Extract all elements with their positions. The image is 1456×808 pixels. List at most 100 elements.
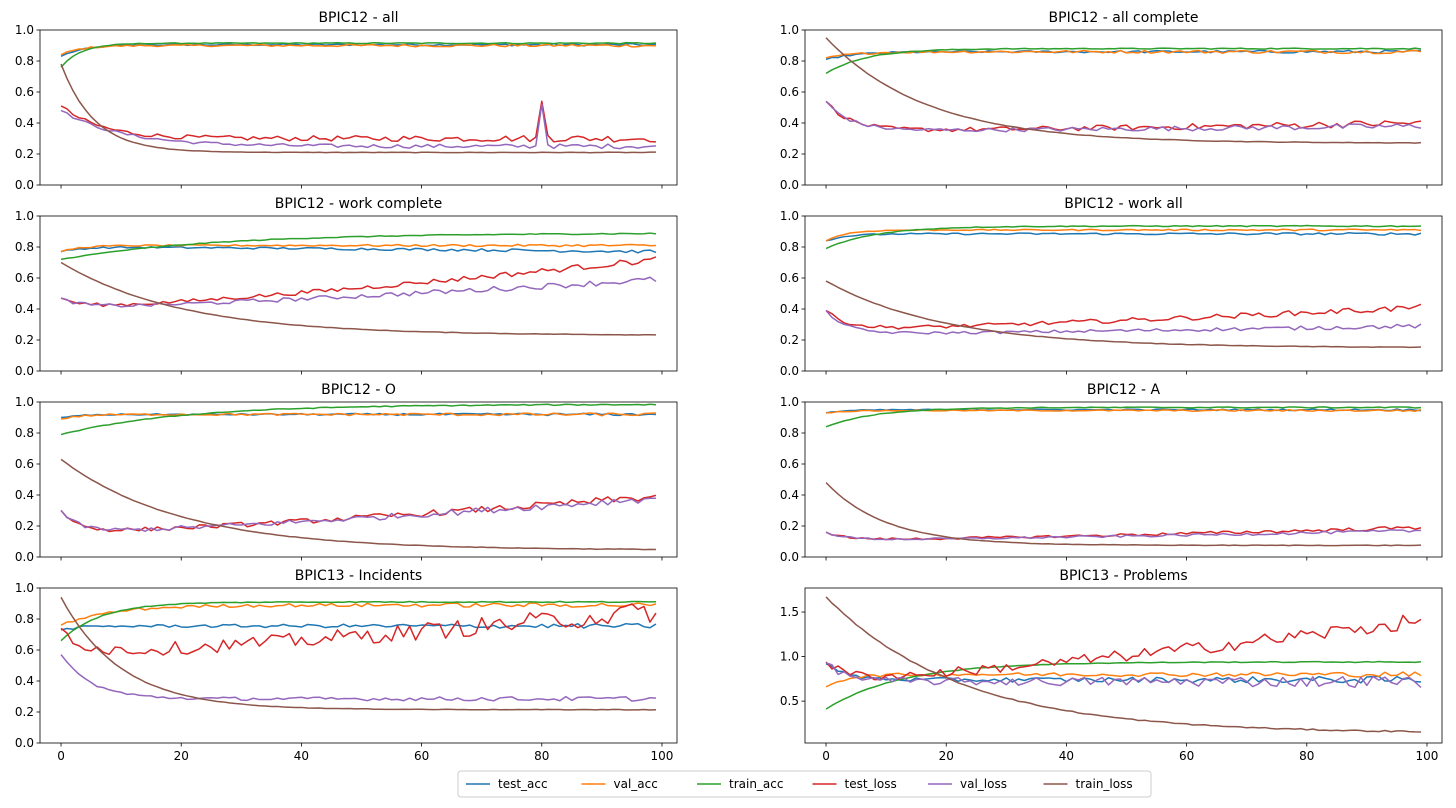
series-line-train-acc xyxy=(60,41,657,68)
y-tick-label: 0.8 xyxy=(15,612,34,626)
series-line-train-loss xyxy=(825,596,1421,733)
y-tick-label: 0.6 xyxy=(780,85,799,99)
y-tick-label: 0.6 xyxy=(15,271,34,285)
series-line-train-loss xyxy=(825,482,1421,547)
axes-frame xyxy=(804,401,1443,558)
series-line-test-loss xyxy=(825,303,1422,330)
subplot-bpic12-a: BPIC12 - A 0.0 0.2 0.4 0.6 0.8 1.0 xyxy=(780,382,1443,564)
y-tick-label: 0.8 xyxy=(15,54,34,68)
y-tick-label: 0.8 xyxy=(780,426,799,440)
y-tick-label: 0.4 xyxy=(780,488,799,502)
series-line-train-acc xyxy=(60,403,657,436)
x-tick-label: 60 xyxy=(1179,749,1194,763)
x-tick-label: 60 xyxy=(414,749,429,763)
y-tick-label: 0.0 xyxy=(15,550,34,564)
series-line-test-acc xyxy=(60,622,657,631)
y-tick-label: 1.0 xyxy=(15,581,34,595)
series-line-train-loss xyxy=(60,261,656,336)
series-line-val-loss xyxy=(60,103,657,150)
subplot-bpic12-work-all: BPIC12 - work all 0.0 0.2 0.4 0.6 0.8 1.0 xyxy=(780,196,1443,378)
subplot-title: BPIC12 - all complete xyxy=(1049,10,1199,26)
axes-frame xyxy=(39,587,678,744)
y-tick-label: 0.4 xyxy=(15,488,34,502)
y-tick-label: 1.5 xyxy=(780,605,799,619)
y-tick-label: 1.0 xyxy=(15,209,34,223)
subplot-title: BPIC12 - work all xyxy=(1064,196,1182,212)
subplot-bpic12-all-complete: BPIC12 - all complete 0.0 0.2 0.4 0.6 0.8 1.0 xyxy=(780,10,1443,192)
series-line-val-acc xyxy=(60,412,656,420)
y-tick-label: 1.0 xyxy=(780,650,799,664)
y-tick-label: 0.2 xyxy=(780,147,799,161)
subplot-bpic13-incidents: BPIC13 - Incidents 0.0 0.2 0.4 0.6 0.8 1.0 0 20 4… xyxy=(15,568,678,763)
series-line-train-loss xyxy=(60,596,656,711)
legend: test_acc val_acc train_acc test_loss val_los… xyxy=(457,770,1152,798)
series-line-val-loss xyxy=(60,497,656,533)
legend-label-train-acc: train_acc xyxy=(729,777,783,791)
legend-label-test-acc: test_acc xyxy=(498,777,548,791)
legend-label-val-acc: val_acc xyxy=(614,777,658,791)
subplot-title: BPIC12 - all xyxy=(318,10,398,26)
legend-label-train-loss: train_loss xyxy=(1076,777,1133,791)
y-tick-label: 0.0 xyxy=(780,364,799,378)
y-tick-label: 0.0 xyxy=(15,178,34,192)
series-line-test-loss xyxy=(60,100,657,143)
x-tick-label: 0 xyxy=(822,749,830,763)
series-line-val-loss xyxy=(825,662,1422,689)
series-line-test-loss xyxy=(60,494,657,533)
y-tick-label: 0.8 xyxy=(780,240,799,254)
y-tick-label: 1.0 xyxy=(780,209,799,223)
x-tick-label: 80 xyxy=(534,749,549,763)
series-line-test-acc xyxy=(825,231,1422,242)
series-line-val-acc xyxy=(825,228,1422,242)
axes-frame xyxy=(804,29,1443,186)
y-tick-label: 0.2 xyxy=(15,519,34,533)
x-tick-label: 40 xyxy=(294,749,309,763)
subplot-title: BPIC12 - work complete xyxy=(275,196,442,212)
y-tick-label: 0.6 xyxy=(15,643,34,657)
series-line-train-acc xyxy=(825,224,1421,250)
y-tick-label: 0.5 xyxy=(780,694,799,708)
subplot-title: BPIC13 - Incidents xyxy=(295,568,422,584)
series-line-test-acc xyxy=(825,663,1422,684)
y-tick-label: 0.2 xyxy=(15,705,34,719)
x-tick-label: 40 xyxy=(1059,749,1074,763)
y-tick-label: 0.2 xyxy=(15,147,34,161)
series-line-val-acc xyxy=(60,602,657,626)
y-tick-label: 0.6 xyxy=(15,85,34,99)
legend-box xyxy=(457,770,1152,798)
y-tick-label: 1.0 xyxy=(780,395,799,409)
x-tick-label: 100 xyxy=(1416,749,1439,763)
series-line-test-loss xyxy=(60,256,657,308)
subplot-title: BPIC12 - A xyxy=(1087,382,1161,398)
axes-frame xyxy=(39,29,678,186)
series-line-test-loss xyxy=(825,614,1422,681)
series-line-train-loss xyxy=(825,37,1422,144)
series-line-train-loss xyxy=(60,458,656,551)
y-tick-label: 0.0 xyxy=(780,550,799,564)
legend-label-val-loss: val_loss xyxy=(960,777,1007,791)
subplot-bpic12-all: BPIC12 - all 0.0 0.2 0.4 0.6 0.8 1.0 xyxy=(15,10,678,192)
series-line-val-loss xyxy=(825,529,1421,541)
legend-label-test-loss: test_loss xyxy=(845,777,897,791)
subplot-bpic13-problems: BPIC13 - Problems 0.5 1.0 1.5 0 20 40 60 80 100 xyxy=(780,568,1443,763)
y-tick-label: 0.0 xyxy=(15,736,34,750)
y-tick-label: 0.6 xyxy=(780,271,799,285)
y-tick-label: 0.4 xyxy=(15,302,34,316)
subplot-title: BPIC12 - O xyxy=(321,382,396,398)
series-line-test-loss xyxy=(60,603,657,656)
y-tick-label: 0.8 xyxy=(780,54,799,68)
x-tick-label: 80 xyxy=(1299,749,1314,763)
series-line-train-acc xyxy=(825,406,1422,428)
subplot-bpic12-work-complete: BPIC12 - work complete 0.0 0.2 0.4 0.6 0.8 1.0 xyxy=(15,196,678,378)
y-tick-label: 1.0 xyxy=(15,395,34,409)
series-line-test-acc xyxy=(60,245,657,254)
y-tick-label: 0.6 xyxy=(780,457,799,471)
y-tick-label: 0.6 xyxy=(15,457,34,471)
y-tick-label: 0.4 xyxy=(780,116,799,130)
series-line-train-acc xyxy=(825,660,1422,710)
series-line-val-loss xyxy=(825,100,1422,133)
series-line-val-acc xyxy=(60,43,657,56)
series-line-train-acc xyxy=(60,600,656,642)
series-line-train-acc xyxy=(825,47,1422,75)
